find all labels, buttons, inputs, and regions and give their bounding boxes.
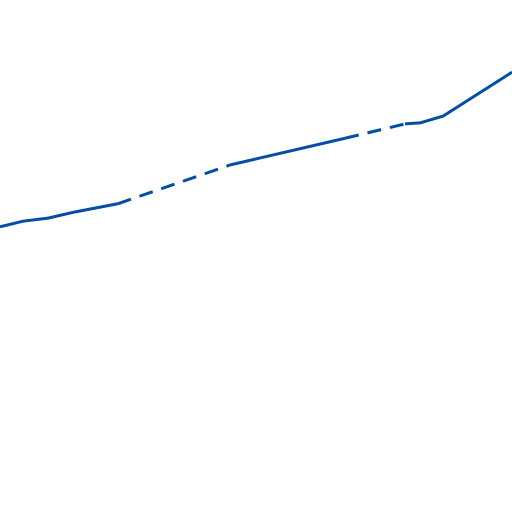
dashed-line — [117, 122, 406, 206]
line — [0, 70, 512, 229]
